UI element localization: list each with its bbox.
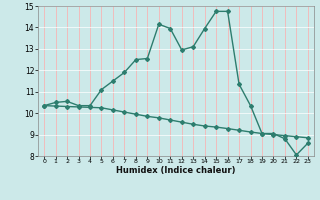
X-axis label: Humidex (Indice chaleur): Humidex (Indice chaleur) <box>116 166 236 175</box>
